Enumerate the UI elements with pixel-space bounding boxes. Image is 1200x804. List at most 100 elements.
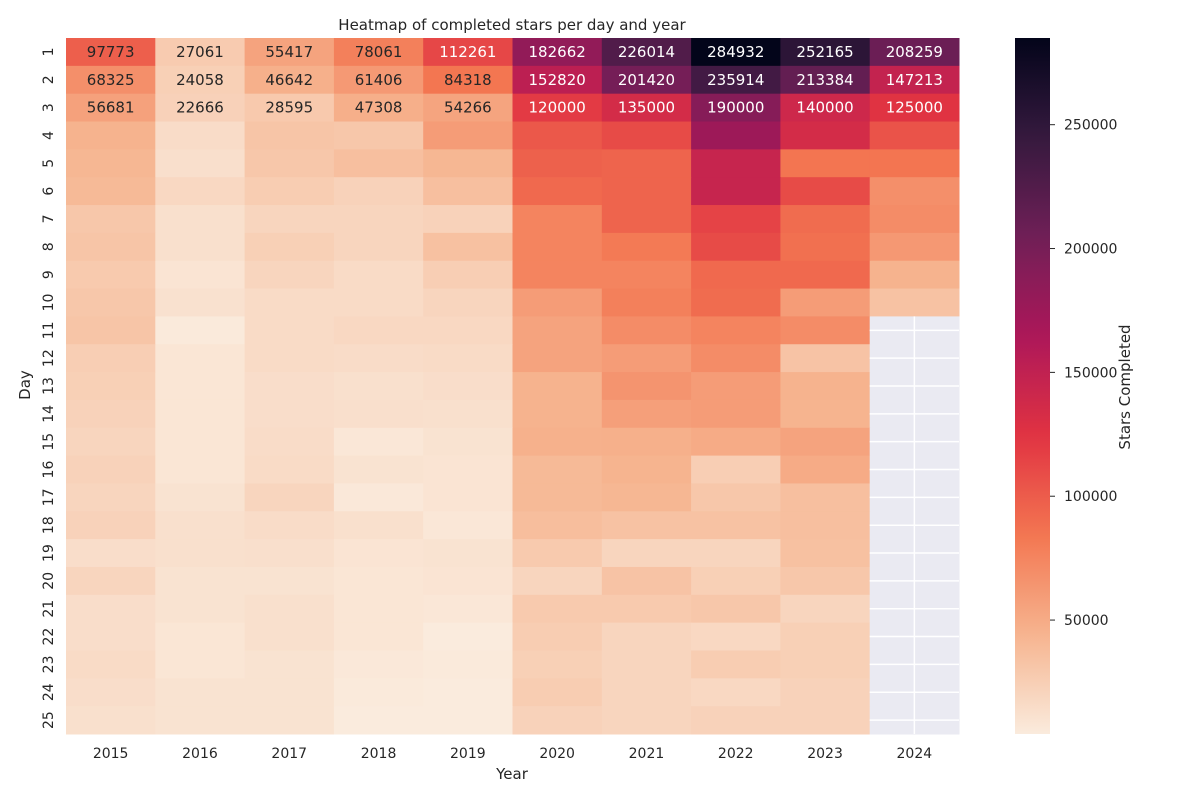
heatmap-cell — [155, 232, 246, 262]
heatmap-cell — [333, 483, 424, 512]
heatmap-cell — [333, 455, 424, 484]
cell-annotation: 252165 — [796, 43, 853, 61]
heatmap-cell — [66, 483, 156, 512]
heatmap-cell — [423, 650, 513, 679]
heatmap-cell — [423, 622, 513, 651]
heatmap-cell — [244, 372, 335, 401]
cell-annotations: 97773 27061 55417 78061 112261 182662 226014 28… — [87, 43, 943, 117]
heatmap-cell — [244, 260, 335, 290]
heatmap-cell — [244, 539, 335, 568]
heatmap-cell — [512, 539, 603, 568]
heatmap-cell — [244, 93, 335, 123]
heatmap-cell — [512, 344, 603, 373]
y-tick-label: 13 — [41, 377, 57, 395]
cell-annotation: 226014 — [618, 43, 675, 61]
heatmap-cell — [333, 539, 424, 568]
heatmap-cell — [244, 455, 335, 484]
heatmap-cell — [780, 622, 871, 651]
chart-title: Heatmap of completed stars per day and y… — [338, 16, 686, 34]
colorbar — [1015, 38, 1050, 734]
heatmap-cell — [155, 149, 246, 178]
cell-annotation: 135000 — [618, 99, 675, 117]
cell-annotation: 47308 — [355, 99, 403, 117]
heatmap-cell — [333, 372, 424, 401]
heatmap-cell — [512, 93, 603, 123]
y-tick-label: 1 — [41, 47, 57, 56]
heatmap-cell — [601, 706, 692, 735]
heatmap-cell — [155, 205, 246, 234]
heatmap-cell — [155, 706, 246, 735]
heatmap-cell — [66, 121, 156, 150]
cell-annotation: 27061 — [176, 43, 224, 61]
heatmap-cell — [691, 372, 781, 401]
heatmap-cell — [423, 372, 513, 401]
heatmap-cell — [869, 121, 960, 150]
heatmap-cell — [244, 566, 335, 596]
heatmap-cell — [423, 566, 513, 596]
cell-annotation: 54266 — [444, 99, 492, 117]
heatmap-cell — [66, 427, 156, 457]
heatmap-cell — [869, 288, 960, 317]
heatmap-cell — [601, 38, 692, 67]
heatmap-cell — [333, 177, 424, 206]
missing-area-gridlines — [869, 316, 959, 734]
heatmap-cell — [512, 399, 603, 429]
cell-annotation: 46642 — [265, 71, 313, 89]
y-tick-label: 10 — [41, 294, 57, 312]
x-tick-label: 2023 — [807, 746, 843, 762]
y-tick-labels: 1234567891011121314151617181920212223242… — [41, 47, 57, 729]
heatmap-cell — [512, 232, 603, 262]
heatmap-cell — [780, 177, 871, 206]
heatmap-cell — [155, 539, 246, 568]
heatmap-cell — [691, 511, 781, 540]
heatmap-cell — [333, 121, 424, 150]
heatmap-cell — [691, 566, 781, 596]
heatmap-cell — [780, 121, 871, 150]
heatmap-cell — [423, 539, 513, 568]
cell-annotation: 120000 — [529, 99, 586, 117]
cell-annotation: 201420 — [618, 71, 675, 89]
heatmap-cell — [780, 399, 871, 429]
heatmap-cell — [155, 344, 246, 373]
colorbar-label: Stars Completed — [1116, 324, 1134, 449]
heatmap-cell — [333, 427, 424, 457]
heatmap-cell — [780, 650, 871, 679]
x-axis-label: Year — [495, 765, 529, 783]
heatmap-cell — [601, 205, 692, 234]
heatmap-cell — [244, 316, 335, 345]
heatmap-cell — [333, 344, 424, 373]
heatmap-cell — [601, 427, 692, 457]
cell-annotation: 140000 — [796, 99, 853, 117]
heatmap-cell — [66, 93, 156, 123]
heatmap-cell — [512, 38, 603, 67]
heatmap-cell — [155, 427, 246, 457]
y-tick-label: 23 — [41, 655, 57, 673]
y-tick-label: 20 — [41, 572, 57, 590]
heatmap-cell — [66, 372, 156, 401]
heatmap-cell — [66, 288, 156, 317]
heatmap-cell — [512, 706, 603, 735]
heatmap-cell — [512, 65, 603, 95]
y-tick-label: 6 — [41, 187, 57, 196]
heatmap-cell — [423, 316, 513, 345]
heatmap-cell — [423, 455, 513, 484]
heatmap-cell — [512, 205, 603, 234]
heatmap-cell — [244, 288, 335, 317]
heatmap-cell — [66, 177, 156, 206]
colorbar-tick-label: 150000 — [1064, 365, 1117, 381]
heatmap-cell — [601, 678, 692, 707]
heatmap-cell — [155, 38, 246, 67]
x-tick-label: 2020 — [539, 746, 575, 762]
cell-annotation: 22666 — [176, 99, 224, 117]
cell-annotation: 235914 — [707, 71, 764, 89]
heatmap-cell — [244, 205, 335, 234]
heatmap-cell — [66, 149, 156, 178]
y-tick-label: 18 — [41, 516, 57, 534]
heatmap-cell — [691, 232, 781, 262]
heatmap-cell — [155, 622, 246, 651]
heatmap-cell — [512, 177, 603, 206]
y-tick-label: 16 — [41, 461, 57, 479]
heatmap-cell — [691, 483, 781, 512]
heatmap-cell — [423, 706, 513, 735]
y-tick-label: 4 — [41, 131, 57, 140]
